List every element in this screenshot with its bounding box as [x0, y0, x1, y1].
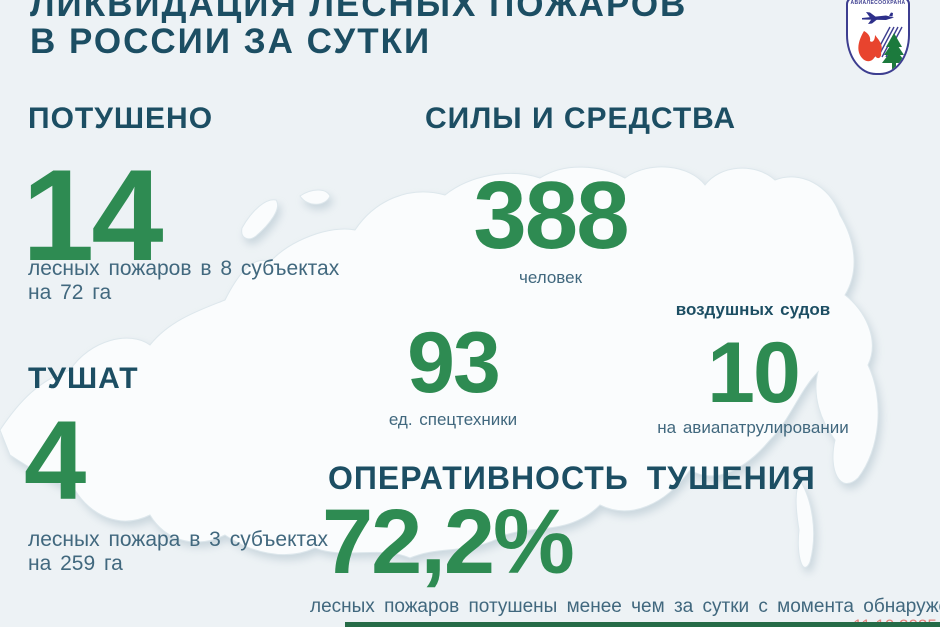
airplane-icon: [862, 12, 894, 24]
aircraft-sublabel: на авиапатрулировании: [657, 418, 849, 437]
people-value: 388: [473, 162, 629, 269]
equipment-value: 93: [407, 315, 501, 411]
fighting-caption-line1: лесных пожара в 3 субъектах: [28, 528, 329, 551]
efficiency-heading: ОПЕРАТИВНОСТЬ ТУШЕНИЯ: [328, 460, 816, 496]
fighting-value: 4: [24, 398, 86, 523]
footer-green-bar: [345, 622, 940, 627]
forces-heading: СИЛЫ И СРЕДСТВА: [425, 102, 737, 135]
fighting-heading: ТУШАТ: [28, 362, 139, 395]
fighting-caption: лесных пожара в 3 субъектах на 259 га: [28, 528, 328, 576]
page-title-line2: В РОССИИ ЗА СУТКИ: [30, 22, 432, 61]
logo-org-name: АВИАЛЕСООХРАНА: [850, 0, 906, 6]
equipment-stat: 93 ед. спецтехники: [368, 320, 538, 430]
people-label: человек: [518, 268, 583, 287]
aircraft-stat: воздушных судов 10 на авиапатрулировании: [648, 300, 858, 438]
extinguished-heading: ПОТУШЕНО: [28, 102, 214, 135]
aircraft-label: воздушных судов: [675, 300, 831, 319]
fighting-caption-line2: на 259 га: [28, 552, 123, 575]
page-title: ЛИКВИДАЦИЯ ЛЕСНЫХ ПОЖАРОВ В РОССИИ ЗА СУ…: [30, 0, 687, 60]
extinguished-caption-line1: лесных пожаров в 8 субъектах: [28, 257, 340, 280]
efficiency-value: 72,2%: [322, 491, 575, 593]
tree-icon: [882, 33, 906, 69]
avialesookhrana-logo: АВИАЛЕСООХРАНА: [846, 0, 910, 75]
people-stat: 388 человек: [428, 168, 673, 288]
flame-icon: [858, 31, 882, 62]
page-title-line1: ЛИКВИДАЦИЯ ЛЕСНЫХ ПОЖАРОВ: [30, 0, 688, 24]
date-stamp: 11.10.2025: [853, 616, 937, 627]
logo-emblem-art: [858, 12, 906, 69]
equipment-label: ед. спецтехники: [388, 410, 518, 429]
extinguished-caption-line2: на 72 га: [28, 281, 112, 304]
extinguished-caption: лесных пожаров в 8 субъектах на 72 га: [28, 257, 339, 305]
aircraft-value: 10: [707, 325, 801, 421]
efficiency-caption: лесных пожаров потушены менее чем за сут…: [310, 596, 940, 617]
extinguished-value: 14: [22, 142, 164, 288]
